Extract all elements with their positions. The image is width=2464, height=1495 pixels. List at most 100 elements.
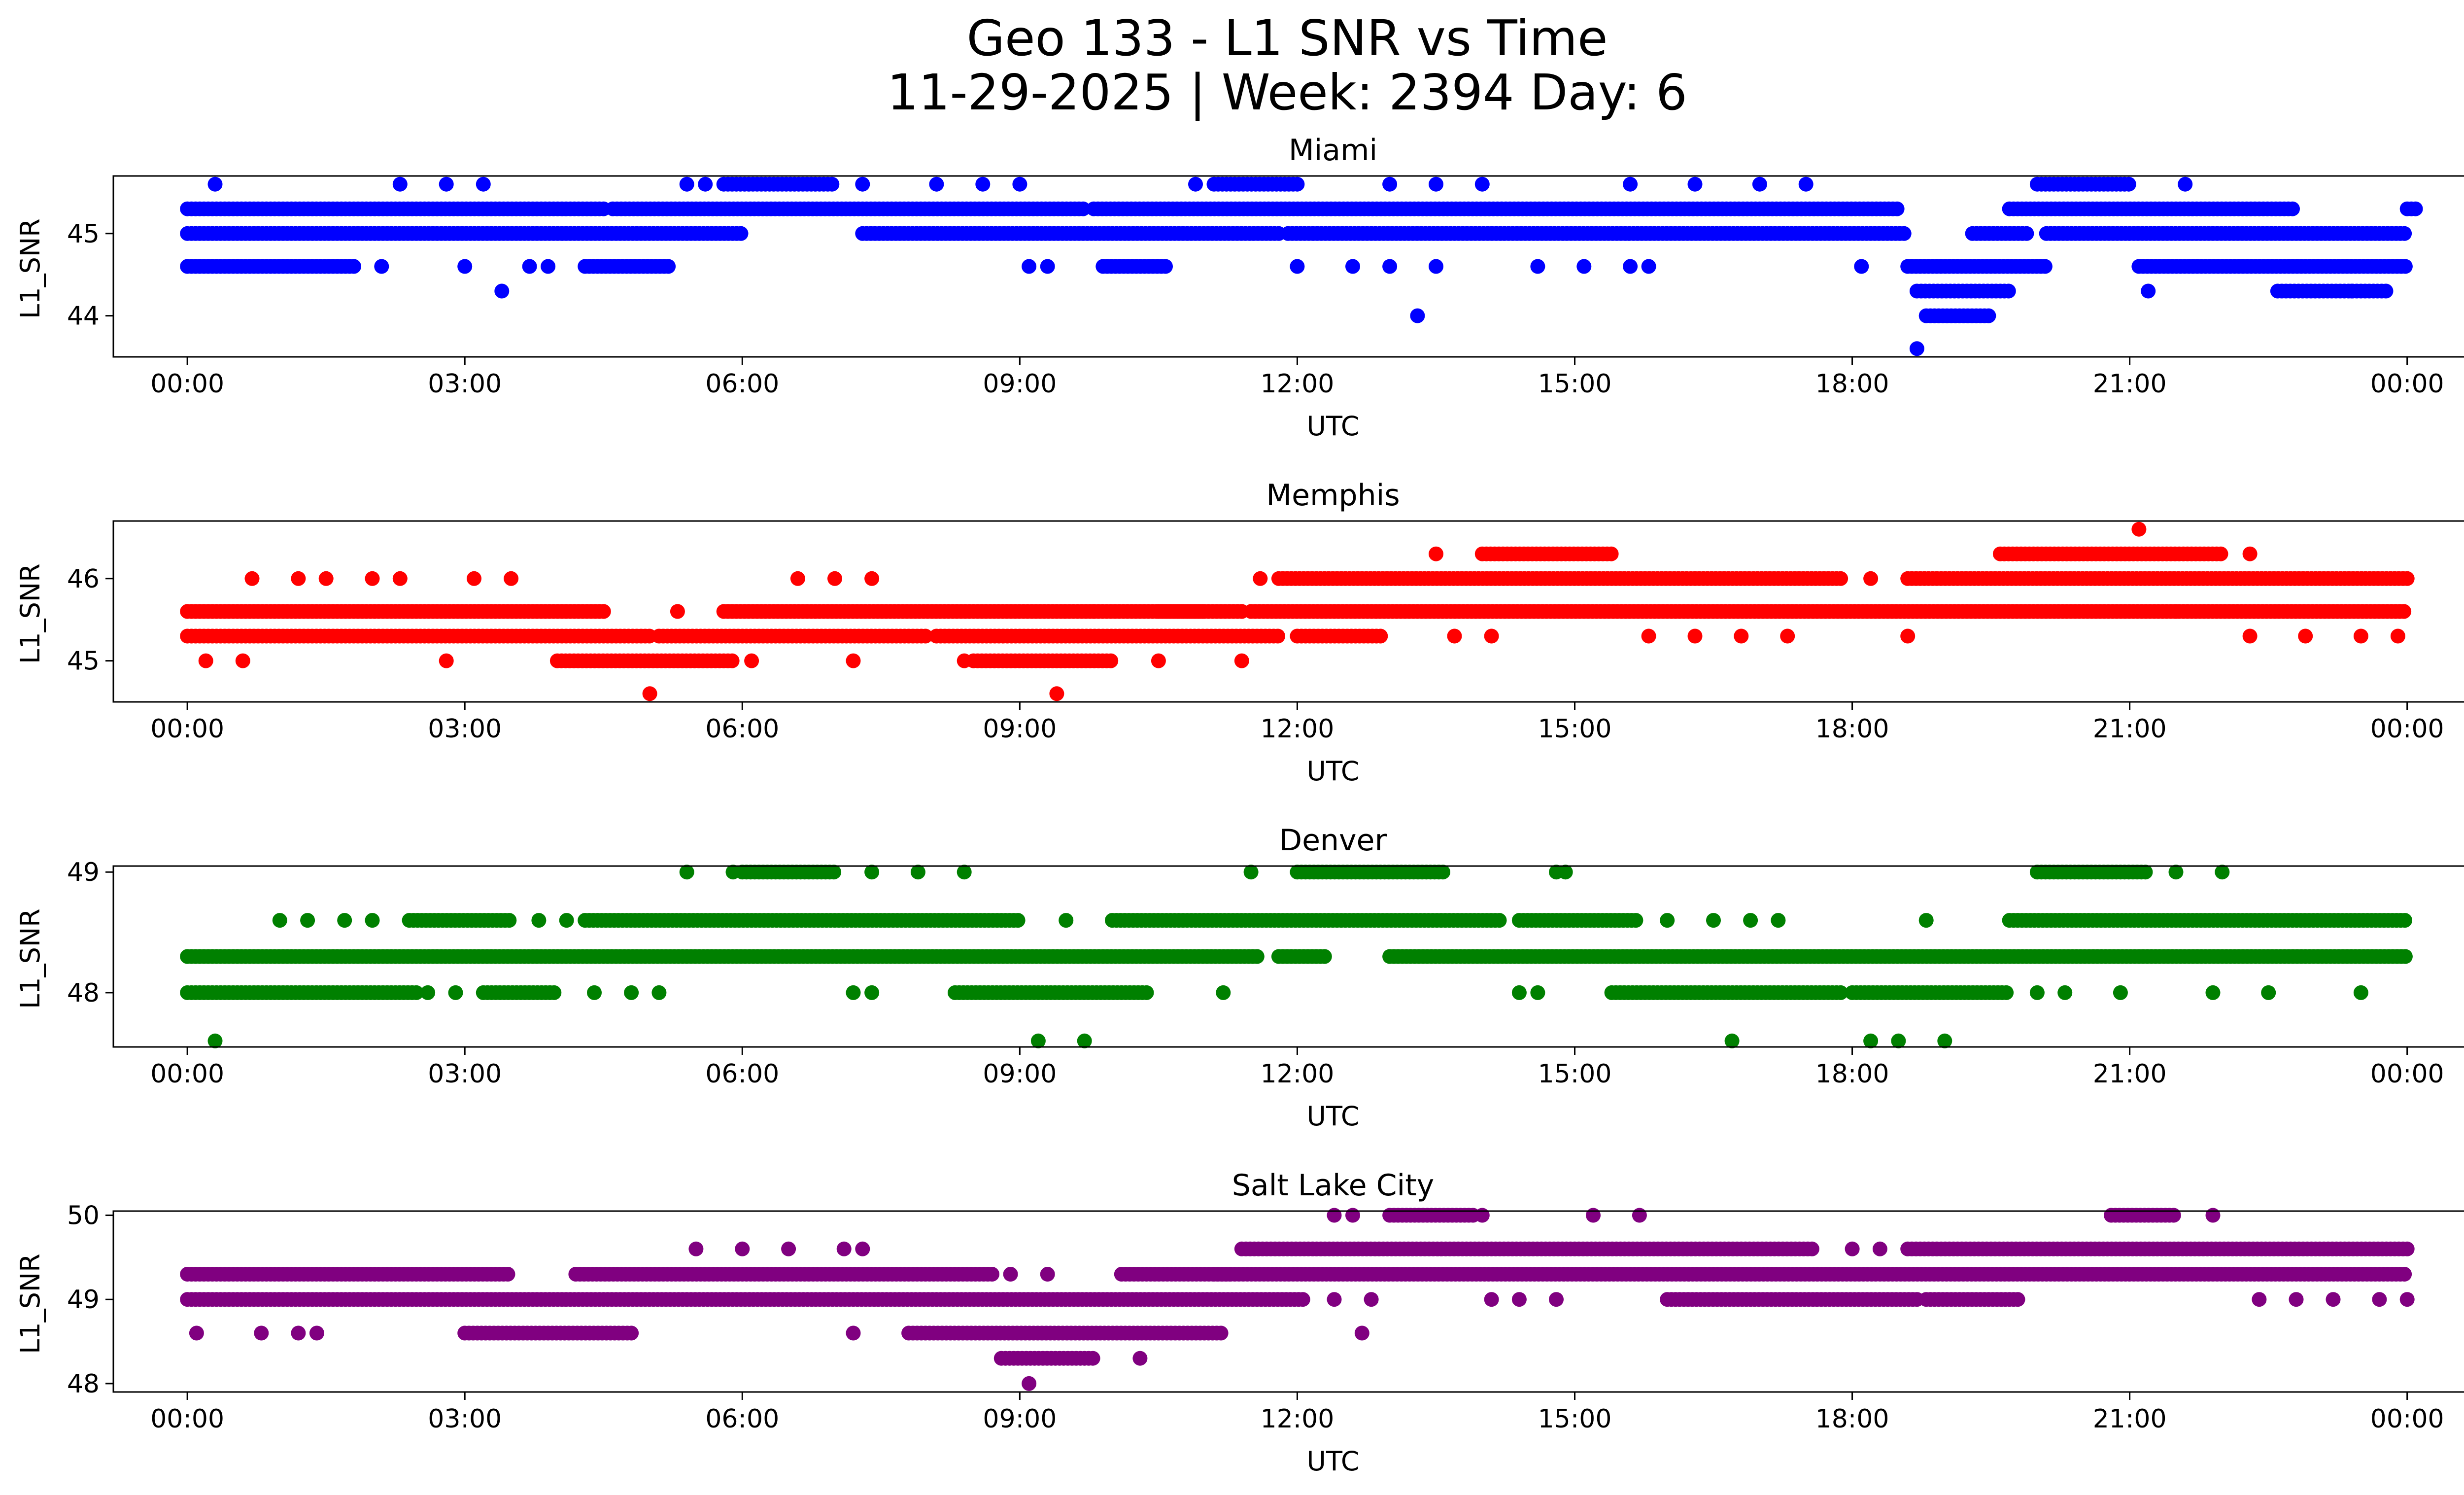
y-tick-label: 45 [67,219,100,249]
x-tick-label: 00:00 [2370,1059,2444,1089]
x-axis-label: UTC [1306,1446,1359,1477]
data-point [1863,1033,1879,1048]
data-point [1896,226,1912,241]
data-point [2178,176,2193,192]
data-point [272,913,287,928]
y-tick-label: 49 [67,858,100,887]
data-point [910,865,925,880]
data-point [1040,259,1055,274]
data-point [2399,571,2415,586]
data-point [244,571,260,586]
data-point [846,985,861,1000]
data-point [1706,913,1721,928]
data-point [1290,176,1305,192]
subplot-title: Memphis [1266,478,1400,513]
x-axis-label: UTC [1306,756,1359,787]
data-point [2057,985,2073,1000]
x-tick-label: 00:00 [150,1059,224,1089]
data-point [1558,865,1573,880]
data-point [1623,259,1638,274]
x-tick-label: 21:00 [2093,714,2167,744]
data-point [1687,628,1703,644]
data-point [624,985,639,1000]
data-point [2131,522,2147,537]
data-point [1798,176,1814,192]
data-point [2242,546,2258,561]
x-tick-label: 09:00 [983,714,1057,744]
x-tick-label: 12:00 [1260,1059,1334,1089]
data-points [180,522,2415,701]
data-point [1295,1292,1310,1307]
data-point [642,686,657,701]
data-point [1373,628,1388,644]
data-point [1891,1033,1906,1048]
data-point [365,913,380,928]
data-point [957,865,972,880]
data-point [1854,259,1869,274]
x-tick-label: 18:00 [1815,369,1889,399]
data-point [1077,1033,1092,1048]
data-point [457,259,473,274]
data-point [448,985,463,1000]
data-point [2019,226,2034,241]
data-point [1918,913,1934,928]
subplot-title: Miami [1289,133,1377,168]
data-point [929,176,944,192]
y-tick-label: 45 [67,647,100,676]
x-tick-label: 18:00 [1815,1059,1889,1089]
data-point [1253,571,1268,586]
data-point [2113,985,2128,1000]
x-tick-label: 03:00 [428,714,502,744]
y-tick-label: 46 [67,564,100,594]
data-point [500,1267,515,1282]
data-point [1059,913,1074,928]
x-tick-label: 00:00 [2370,369,2444,399]
data-point [1447,628,1462,644]
data-point [502,913,517,928]
y-axis-label: L1_SNR [15,908,46,1009]
data-point [392,571,408,586]
data-point [1213,1325,1229,1341]
data-point [2397,1267,2412,1282]
data-point [1075,201,1091,216]
data-point [374,259,389,274]
data-point [1010,913,1026,928]
x-tick-label: 06:00 [705,369,779,399]
data-point [541,259,556,274]
data-points [180,865,2413,1048]
data-point [1576,259,1592,274]
data-point [2390,628,2405,644]
data-point [975,176,991,192]
data-point [2378,283,2394,299]
data-point [2397,949,2413,964]
subplot-salt-lake-city: Salt Lake City UTC L1_SNR 00:00 03:00 06:0… [15,1168,2464,1477]
x-tick-label: 09:00 [983,1059,1057,1089]
data-point [1604,546,1619,561]
data-point [318,571,334,586]
data-point [790,571,805,586]
subplot-denver: Denver UTC L1_SNR 00:00 03:00 06:00 09:00 12… [15,823,2464,1132]
data-point [531,913,547,928]
data-point [1022,259,1037,274]
data-point [1216,985,1231,1000]
data-point [1436,865,1450,880]
data-point [1530,985,1545,1000]
data-point [207,1033,223,1048]
data-point [1382,259,1398,274]
data-point [1243,865,1259,880]
x-tick-label: 00:00 [150,369,224,399]
data-point [1290,259,1305,274]
data-point [494,283,510,299]
data-point [2353,628,2368,644]
data-point [346,259,361,274]
x-axis-label: UTC [1306,1101,1359,1132]
subplot-miami: Miami UTC L1_SNR 00:00 03:00 06:00 09:00 12:… [15,133,2464,442]
data-point [559,913,574,928]
data-point [1049,686,1064,701]
data-point [439,653,454,668]
data-point [1086,604,1101,619]
data-point [1833,571,1848,586]
data-point [864,571,880,586]
data-point [826,865,842,880]
